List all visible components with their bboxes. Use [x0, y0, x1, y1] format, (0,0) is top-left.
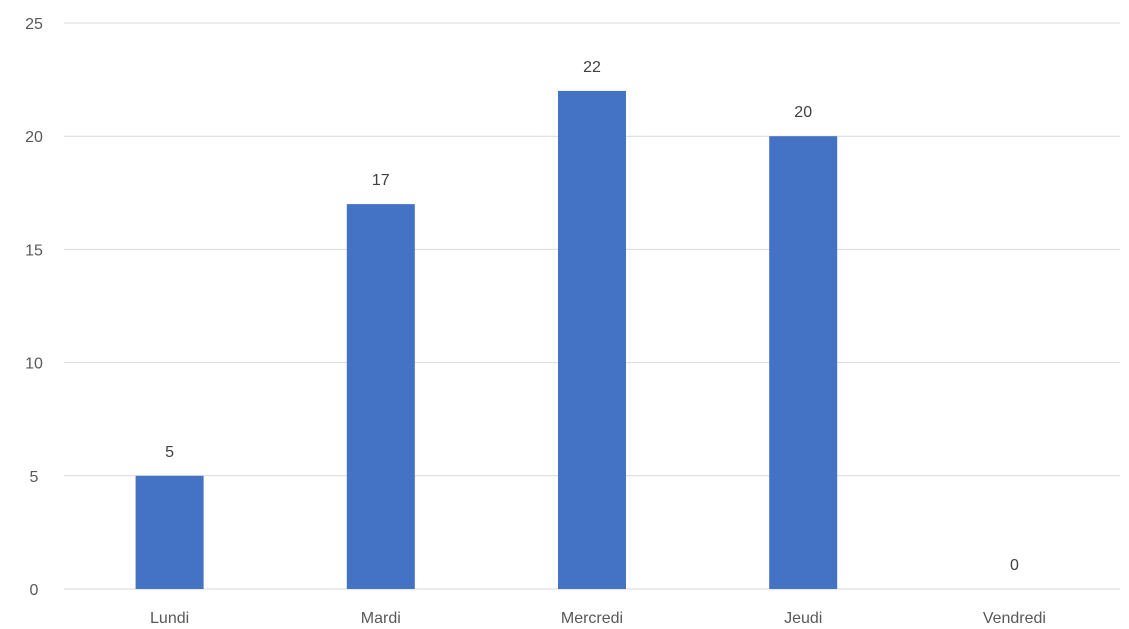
x-tick-label-mercredi: Mercredi: [561, 610, 623, 627]
bar-jeudi: [769, 136, 838, 589]
bar-mercredi: [558, 90, 626, 590]
bar-mardi: [346, 204, 415, 589]
y-tick-label: 25: [25, 16, 43, 33]
data-label-jeudi: 20: [794, 104, 812, 121]
y-axis: 0 5 10 15 20 25: [25, 16, 43, 599]
x-tick-label-mardi: Mardi: [361, 610, 401, 627]
bars: [135, 90, 838, 590]
y-tick-label: 10: [25, 356, 43, 373]
y-tick-label: 0: [30, 582, 39, 599]
y-tick-label: 20: [25, 129, 43, 146]
bar-lundi: [135, 475, 204, 589]
x-tick-label-vendredi: Vendredi: [983, 610, 1046, 627]
y-tick-label: 15: [25, 242, 43, 259]
data-label-vendredi: 0: [1010, 557, 1019, 574]
data-label-lundi: 5: [165, 444, 174, 461]
y-tick-label: 5: [30, 469, 39, 486]
data-labels: 5 17 22 20 0: [165, 59, 1019, 574]
x-tick-label-lundi: Lundi: [150, 610, 189, 627]
x-tick-label-jeudi: Jeudi: [784, 610, 822, 627]
data-label-mercredi: 22: [583, 59, 601, 76]
data-label-mardi: 17: [372, 172, 390, 189]
x-axis: Lundi Mardi Mercredi Jeudi Vendredi: [150, 610, 1046, 627]
